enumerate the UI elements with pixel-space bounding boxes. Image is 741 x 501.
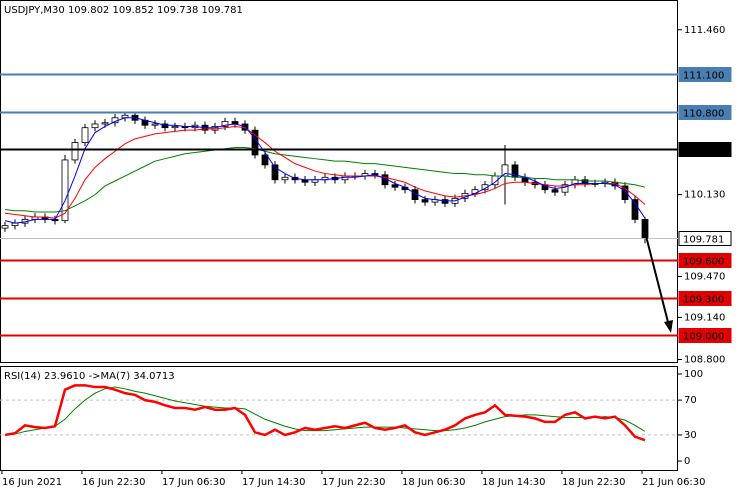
arrow: [644, 231, 670, 327]
candle-body: [1, 225, 9, 229]
level-label: 110.800: [683, 109, 724, 120]
candle-body: [91, 123, 99, 129]
candle-body: [261, 154, 269, 166]
x-tick-label: 18 Jun 22:30: [562, 477, 626, 488]
x-tick-label: 16 Jun 22:30: [82, 477, 146, 488]
candle-body: [161, 123, 169, 129]
y-tick-label: 100: [684, 369, 703, 380]
candle-body: [421, 199, 429, 203]
candle-body: [551, 189, 559, 193]
level-tag: [678, 328, 732, 343]
candle-body: [221, 121, 229, 127]
price-panel: [0, 0, 678, 363]
moving-average: [4, 125, 646, 219]
x-tick-label: 17 Jun 06:30: [162, 477, 226, 488]
plot-layer: 111.460 110.130 109.470 109.140 108.800 111.1…: [0, 25, 732, 488]
chart-title: USDJPY,M30 109.802 109.852 109.738 109.7…: [4, 5, 243, 16]
level-label: 109.781: [683, 235, 724, 246]
y-tick-label: 108.800: [684, 355, 725, 366]
x-tick-label: 18 Jun 14:30: [482, 477, 546, 488]
candle-body: [641, 219, 649, 239]
level-tag: [678, 291, 732, 306]
candle-body: [71, 142, 79, 161]
level-tag: [678, 105, 732, 120]
x-tick-label: 16 Jun 2021: [2, 477, 62, 488]
y-tick-label: 109.140: [684, 312, 725, 323]
candle-body: [441, 199, 449, 204]
candle-body: [501, 164, 509, 177]
candle-body: [621, 185, 629, 200]
x-tick-label: 18 Jun 06:30: [402, 477, 466, 488]
candle-body: [281, 176, 289, 181]
level-tag: [678, 142, 732, 157]
y-tick-label: 30: [684, 430, 697, 441]
x-tick-label: 17 Jun 14:30: [242, 477, 306, 488]
level-tag: [678, 67, 732, 82]
rsi-line: [4, 384, 646, 442]
level-label: 109.000: [683, 332, 724, 343]
candle-body: [561, 184, 569, 193]
candle-body: [81, 127, 89, 143]
x-tick-label: 17 Jun 22:30: [322, 477, 386, 488]
moving-average: [4, 147, 646, 213]
y-tick-label: 70: [684, 395, 697, 406]
rsi-title: RSI(14) 23.9610 ->MA(7) 34.0713: [4, 371, 175, 382]
moving-average: [4, 117, 646, 224]
x-tick-label: 21 Jun 06:30: [642, 477, 706, 488]
level-label: 109.600: [683, 257, 724, 268]
level-tag: [678, 253, 732, 268]
y-tick-label: 0: [684, 456, 690, 467]
y-tick-label: 109.470: [684, 271, 725, 282]
candle-body: [391, 184, 399, 188]
candle-body: [151, 123, 159, 126]
candle-body: [271, 164, 279, 181]
candle-body: [631, 199, 639, 220]
rsi-panel: [0, 366, 678, 471]
level-label: 110.500: [683, 146, 724, 157]
candle-body: [171, 126, 179, 129]
y-tick-label: 111.460: [684, 25, 725, 36]
candle-body: [481, 184, 489, 191]
y-tick-label: 110.130: [684, 190, 725, 201]
level-label: 109.300: [683, 295, 724, 306]
candle-body: [101, 122, 109, 125]
arrow-head: [664, 320, 673, 333]
candle-body: [61, 159, 69, 222]
level-tag: [678, 231, 732, 246]
level-label: 111.100: [683, 71, 724, 82]
